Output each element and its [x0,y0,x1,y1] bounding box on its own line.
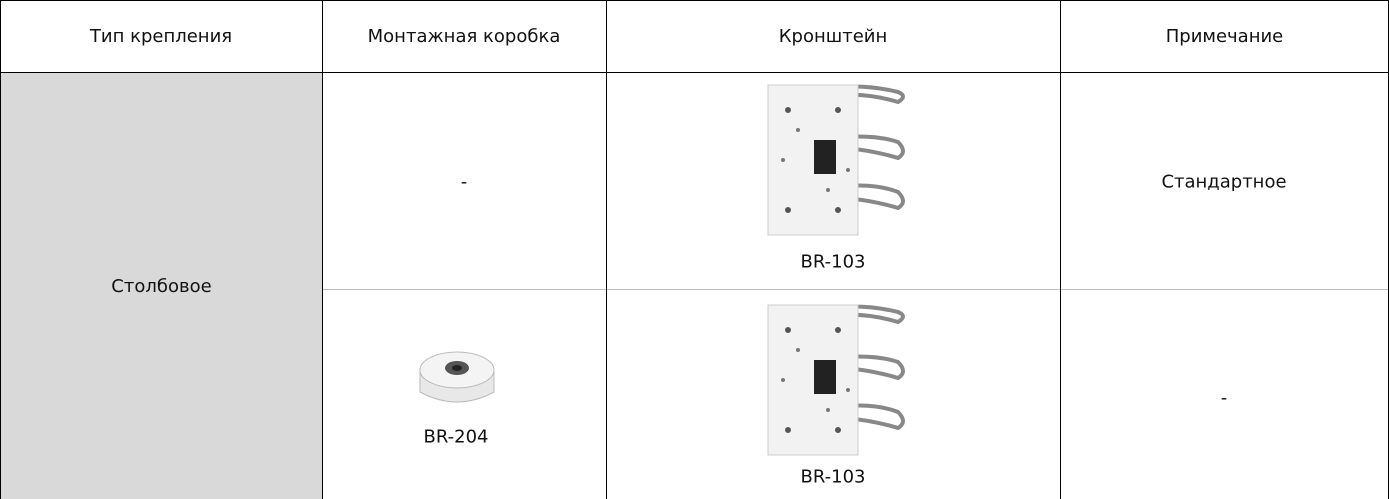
border [322,0,323,499]
border [1060,0,1061,499]
bracket-text: BR-103 [800,466,866,488]
header-cell: Примечание [1165,25,1284,47]
box-text: - [460,171,468,193]
border [606,0,607,499]
header-cell: Тип крепления [89,25,233,47]
bracket-text: BR-103 [800,251,866,273]
border [0,0,1,499]
mount-type-cell: Столбовое [1,73,322,499]
note-text: - [1220,387,1228,409]
box-image [419,351,495,403]
border [0,0,1389,1]
bracket-image [766,303,905,457]
header-cell: Кронштейн [778,25,888,47]
header-cell: Монтажная коробка [367,25,561,47]
note-text: Стандартное [1161,171,1287,193]
border [0,72,1389,73]
box-text: BR-204 [423,426,489,448]
bracket-image [766,83,905,237]
row-separator [322,289,1389,290]
